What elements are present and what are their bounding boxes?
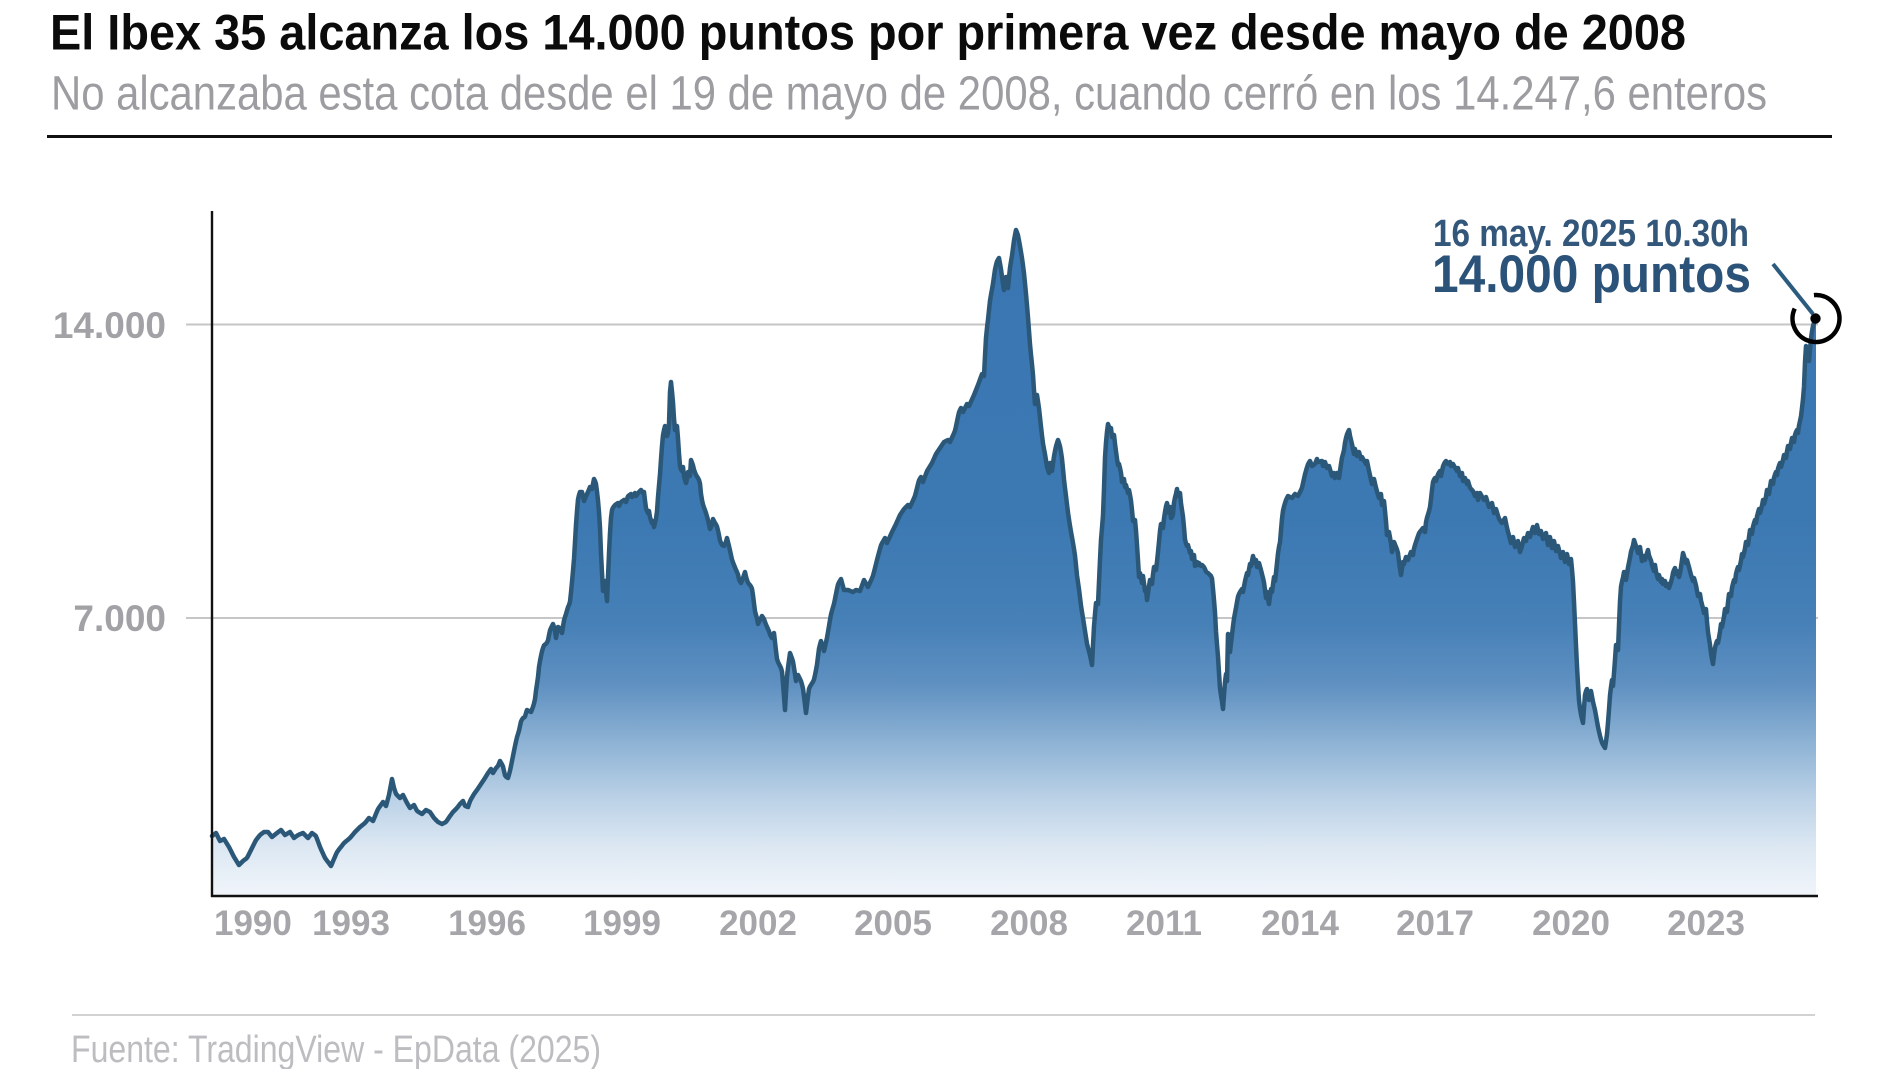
svg-text:No alcanzaba esta cota desde e: No alcanzaba esta cota desde el 19 de ma… (51, 68, 1767, 121)
svg-text:14.000: 14.000 (53, 305, 166, 346)
svg-text:2014: 2014 (1261, 904, 1339, 943)
svg-text:1993: 1993 (312, 904, 390, 943)
svg-text:2002: 2002 (719, 904, 797, 943)
svg-text:16 may. 2025 10.30h: 16 may. 2025 10.30h (1433, 213, 1749, 255)
svg-text:2011: 2011 (1126, 904, 1202, 943)
svg-text:1999: 1999 (583, 904, 661, 943)
svg-text:2008: 2008 (990, 904, 1068, 943)
svg-text:14.000 puntos: 14.000 puntos (1432, 245, 1751, 304)
svg-text:El Ibex 35 alcanza los 14.000: El Ibex 35 alcanza los 14.000 puntos por… (50, 5, 1686, 61)
svg-text:2020: 2020 (1532, 904, 1610, 943)
svg-text:7.000: 7.000 (73, 598, 166, 639)
svg-text:2023: 2023 (1667, 904, 1745, 943)
svg-text:1996: 1996 (448, 904, 526, 943)
svg-text:1990: 1990 (214, 904, 292, 943)
svg-text:Fuente: TradingView - EpData (: Fuente: TradingView - EpData (2025) (71, 1029, 601, 1069)
svg-text:2005: 2005 (854, 904, 932, 943)
svg-text:2017: 2017 (1396, 904, 1474, 943)
